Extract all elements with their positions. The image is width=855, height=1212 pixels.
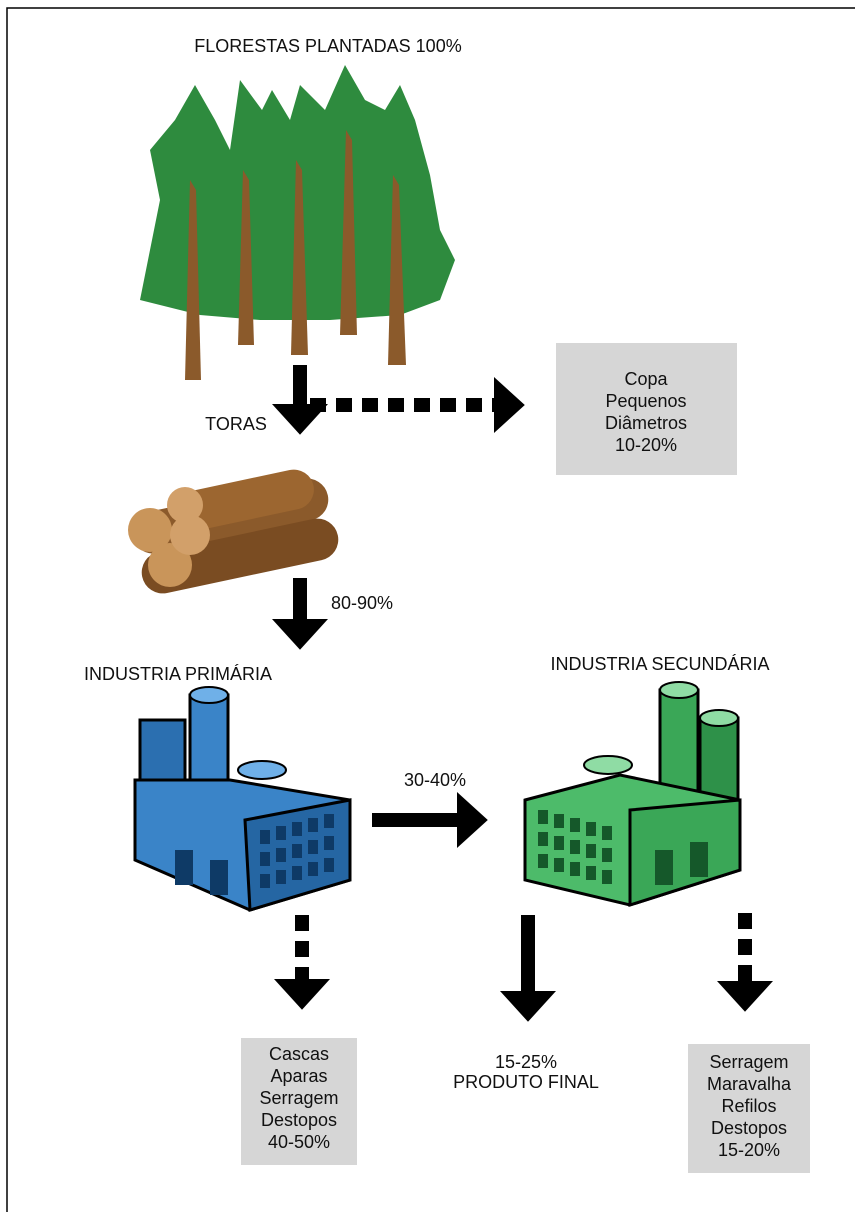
logs [128, 466, 342, 597]
box-line: 10-20% [615, 435, 677, 455]
box-line: Diâmetros [605, 413, 687, 433]
box-line: Serragem [259, 1088, 338, 1108]
box-line: Maravalha [707, 1074, 792, 1094]
box-line: Destopos [261, 1110, 337, 1130]
primary-factory [135, 687, 350, 910]
box-line: 40-50% [268, 1132, 330, 1152]
box-line: Copa [624, 369, 668, 389]
label: 30-40% [404, 770, 466, 790]
box-line: Pequenos [605, 391, 686, 411]
label: PRODUTO FINAL [453, 1072, 599, 1092]
label: 15-25% [495, 1052, 557, 1072]
diagram: FLORESTAS PLANTADAS 100% [0, 0, 855, 1212]
box-line: Aparas [270, 1066, 327, 1086]
box-line: Refilos [721, 1096, 776, 1116]
box-line: Serragem [709, 1052, 788, 1072]
box-line: Destopos [711, 1118, 787, 1138]
label: 80-90% [331, 593, 393, 613]
title: FLORESTAS PLANTADAS 100% [194, 36, 461, 56]
forest [140, 65, 455, 380]
label: INDUSTRIA SECUNDÁRIA [550, 654, 769, 674]
label: TORAS [205, 414, 267, 434]
label: INDUSTRIA PRIMÁRIA [84, 664, 272, 684]
secondary-factory [525, 682, 740, 905]
box-line: 15-20% [718, 1140, 780, 1160]
box-line: Cascas [269, 1044, 329, 1064]
